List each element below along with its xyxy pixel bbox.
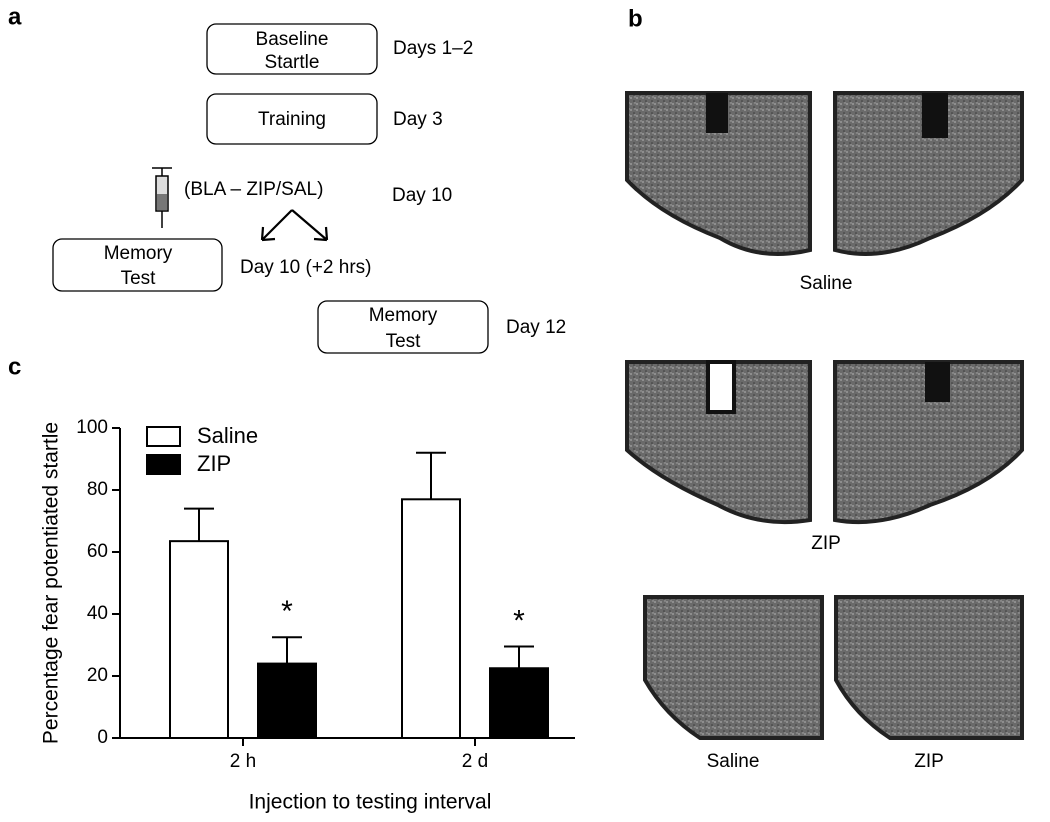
step-time: Days 1–2: [393, 38, 473, 59]
branch-arrows: [260, 209, 329, 242]
significance-mark: *: [281, 595, 293, 628]
injection-time: Day 10: [392, 185, 452, 206]
image-label: ZIP: [811, 533, 841, 554]
y-tick-label: 0: [97, 727, 108, 748]
legend-label: ZIP: [197, 451, 231, 476]
image-label: Saline: [707, 751, 760, 772]
step-time: Day 3: [393, 109, 443, 130]
histology-images: [625, 91, 1024, 740]
step-text: Training: [258, 109, 326, 130]
injection-label: (BLA – ZIP/SAL): [184, 179, 323, 200]
test-text: Memory: [369, 305, 438, 326]
test-text: Memory: [104, 243, 173, 264]
x-tick-label: 2 h: [230, 751, 256, 772]
bar: [489, 667, 549, 739]
image-label: ZIP: [914, 751, 944, 772]
panel-label: b: [628, 5, 643, 32]
panel-label: a: [8, 3, 22, 30]
error-bar: [272, 636, 302, 664]
test-box: [317, 300, 489, 354]
panel-label: c: [8, 353, 21, 380]
x-tick-label: 2 d: [462, 751, 488, 772]
y-tick-label: 100: [76, 417, 108, 438]
bar: [257, 662, 317, 739]
y-axis-title: Percentage fear potentiated startle: [40, 422, 63, 744]
test-time: Day 12: [506, 317, 566, 338]
bar: [401, 498, 461, 739]
step-text: Baseline: [256, 29, 329, 50]
error-bar: [416, 451, 446, 500]
error-bar: [504, 645, 534, 669]
test-box: [52, 238, 223, 292]
bar: [169, 540, 229, 740]
y-tick-label: 80: [87, 479, 108, 500]
step-box: [206, 93, 378, 145]
step-text: Startle: [265, 52, 320, 73]
syringe-icon: [152, 167, 172, 228]
image-label: Saline: [800, 273, 853, 294]
significance-mark: *: [513, 604, 525, 637]
test-text: Test: [121, 268, 157, 289]
y-tick-label: 20: [87, 665, 108, 686]
y-tick-label: 40: [87, 603, 108, 624]
y-tick-label: 60: [87, 541, 108, 562]
legend-label: Saline: [197, 423, 258, 448]
legend-swatch: [146, 454, 181, 475]
x-axis-title: Injection to testing interval: [249, 791, 492, 814]
legend-swatch: [146, 426, 181, 447]
test-time: Day 10 (+2 hrs): [240, 257, 371, 278]
step-box: [206, 23, 378, 75]
test-text: Test: [386, 331, 422, 352]
error-bar: [184, 507, 214, 542]
